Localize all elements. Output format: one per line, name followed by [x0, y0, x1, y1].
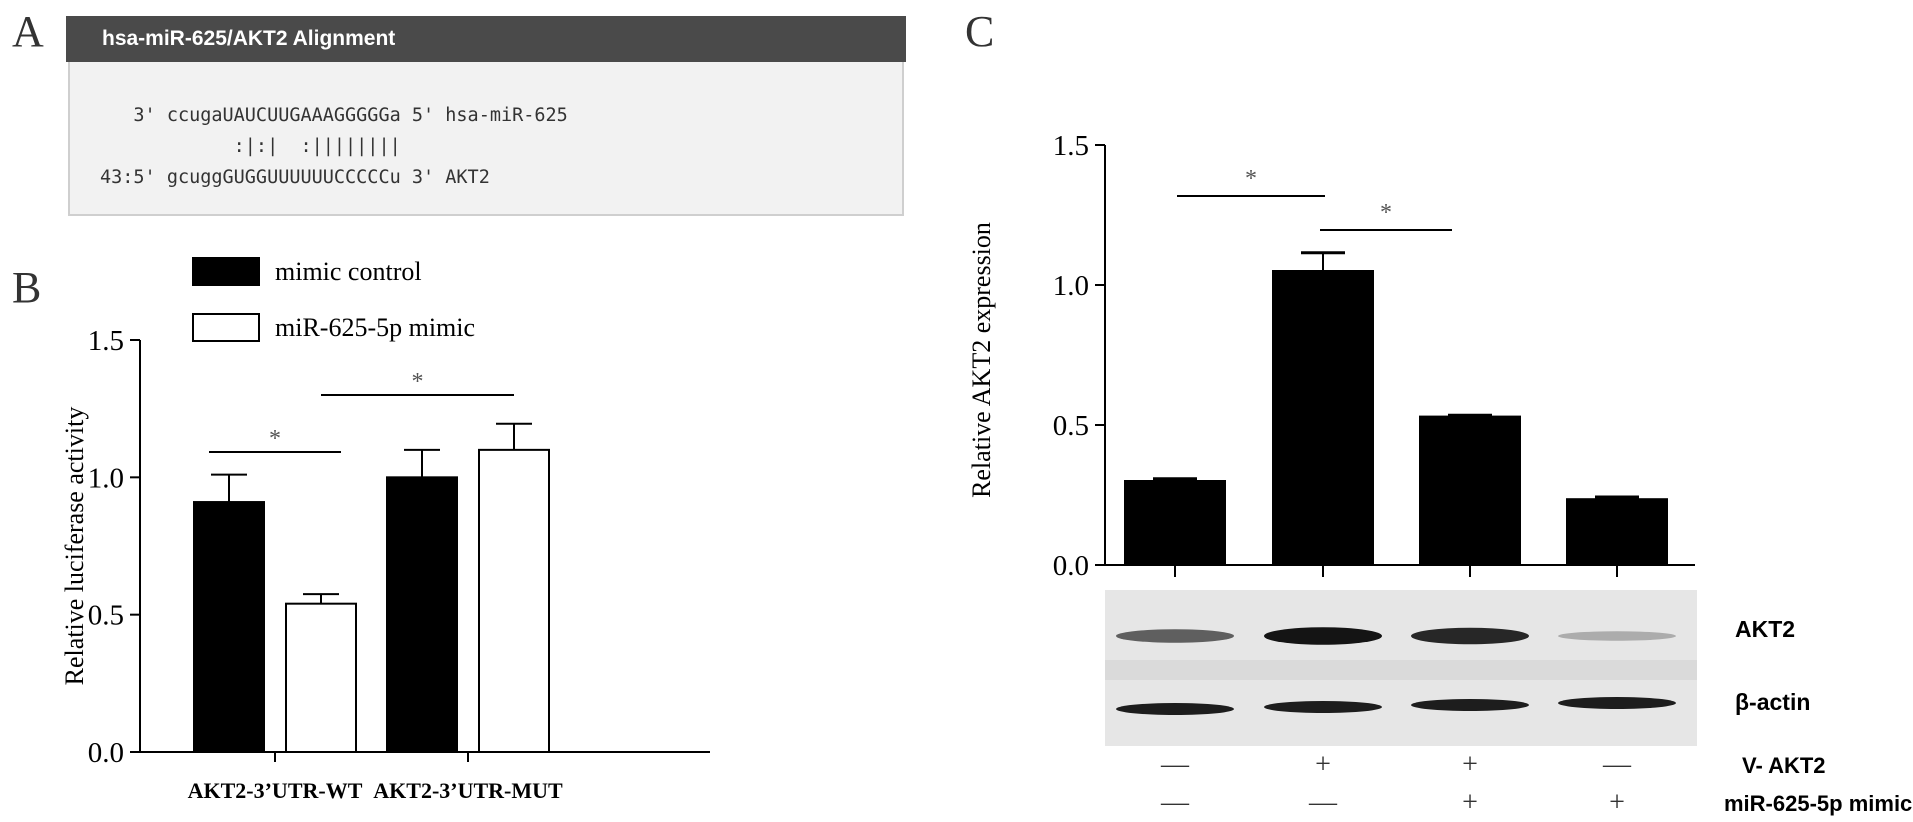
bar-b [386, 476, 458, 753]
blot-band-actin [1558, 697, 1676, 709]
significance-star-c: * [1245, 166, 1257, 192]
alignment-line-match: :|:| :|||||||| [100, 136, 401, 157]
legend-swatch-b [192, 257, 260, 286]
bar-c [1124, 480, 1226, 566]
condition-mark: — [1160, 787, 1190, 818]
blot-band-akt2 [1411, 627, 1529, 645]
significance-star-c: * [1380, 200, 1392, 226]
y-tick-label-c: 1.0 [1053, 270, 1089, 302]
significance-star-b: * [269, 426, 281, 452]
panel-letter-c: C [965, 7, 995, 56]
blot-band-label: AKT2 [1735, 616, 1795, 642]
alignment-title: hsa-miR-625/AKT2 Alignment [66, 16, 906, 62]
y-axis-label-b: Relative luciferase activity [60, 407, 89, 686]
alignment-line-target: 43:5' gcuggGUGGUUUUUUCCCCCu 3' AKT2 [100, 167, 490, 188]
blot-band-akt2 [1558, 631, 1676, 641]
alignment-text: 3' ccugaUAUCUUGAAAGGGGGa 5' hsa-miR-625 … [100, 100, 568, 193]
x-tick-label-b: AKT2-3’UTR-MUT [373, 778, 563, 803]
condition-mark: + [1462, 749, 1478, 780]
condition-label: V- AKT2 [1742, 753, 1826, 778]
y-tick-label-b: 1.5 [88, 325, 124, 357]
y-tick-label-b: 1.0 [88, 462, 124, 494]
condition-mark: + [1462, 787, 1478, 818]
condition-label: miR-625-5p mimic [1724, 791, 1912, 816]
alignment-line-mirna: 3' ccugaUAUCUUGAAAGGGGGa 5' hsa-miR-625 [100, 105, 568, 126]
panel-letter-a: A [12, 7, 44, 56]
significance-star-b: * [412, 369, 424, 395]
condition-mark: + [1315, 749, 1331, 780]
bar-c [1566, 498, 1668, 567]
legend-label-b: miR-625-5p mimic [275, 313, 475, 342]
condition-mark: — [1308, 787, 1338, 818]
condition-mark: — [1160, 749, 1190, 780]
condition-mark: + [1609, 787, 1625, 818]
bar-c [1272, 270, 1374, 566]
legend-swatch-b [192, 313, 260, 342]
y-axis-label-c: Relative AKT2 expression [967, 222, 996, 498]
blot-band-actin [1264, 701, 1382, 713]
blot-band-akt2 [1264, 627, 1382, 645]
y-tick-label-b: 0.5 [88, 600, 124, 632]
legend-label-b: mimic control [275, 257, 422, 286]
y-tick-label-c: 0.0 [1053, 550, 1089, 582]
y-tick-label-b: 0.0 [88, 737, 124, 769]
y-tick-label-c: 0.5 [1053, 410, 1089, 442]
x-tick-label-b: AKT2-3’UTR-WT [188, 778, 363, 803]
panel-letter-b: B [12, 263, 42, 312]
blot-band-actin [1116, 703, 1234, 715]
blot-shade [1105, 660, 1697, 680]
bar-b [478, 448, 550, 753]
condition-mark: — [1602, 749, 1632, 780]
blot-band-label: β-actin [1735, 689, 1810, 715]
bar-c [1419, 415, 1521, 566]
bar-b [285, 602, 357, 753]
blot-band-akt2 [1116, 629, 1234, 643]
y-tick-label-c: 1.5 [1053, 130, 1089, 162]
blot-band-actin [1411, 699, 1529, 711]
bar-b [193, 501, 265, 754]
